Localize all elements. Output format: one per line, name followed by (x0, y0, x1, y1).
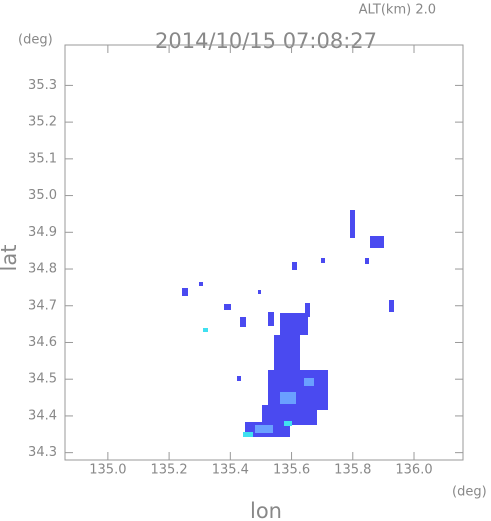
y-tick-label: 34.5 (28, 372, 57, 387)
y-tick-label: 34.9 (28, 225, 57, 240)
x-unit: (deg) (452, 485, 487, 500)
x-tick-label: 135.2 (150, 463, 187, 478)
y-tick-label: 34.7 (28, 298, 57, 313)
altitude-label: ALT(km) 2.0 (359, 3, 436, 18)
x-tick-label: 136.0 (395, 463, 432, 478)
y-unit: (deg) (18, 33, 53, 48)
y-tick-label: 34.6 (28, 335, 57, 350)
x-tick-label: 135.0 (89, 463, 126, 478)
y-tick-label: 34.4 (28, 408, 57, 423)
x-tick-label: 135.8 (334, 463, 371, 478)
plot-frame (64, 44, 464, 461)
x-axis-label: lon (250, 499, 282, 521)
x-tick-label: 135.4 (212, 463, 249, 478)
y-tick-label: 35.3 (28, 78, 57, 93)
y-tick-label: 35.0 (28, 188, 57, 203)
y-axis-label: lat (0, 245, 21, 272)
y-tick-label: 35.2 (28, 115, 57, 130)
chart-title: 2014/10/15 07:08:27 (155, 29, 377, 53)
y-tick-label: 34.8 (28, 262, 57, 277)
x-tick-label: 135.6 (273, 463, 310, 478)
radar-echoes (182, 210, 394, 437)
y-tick-label: 35.1 (28, 151, 57, 166)
y-tick-label: 34.3 (28, 445, 57, 460)
